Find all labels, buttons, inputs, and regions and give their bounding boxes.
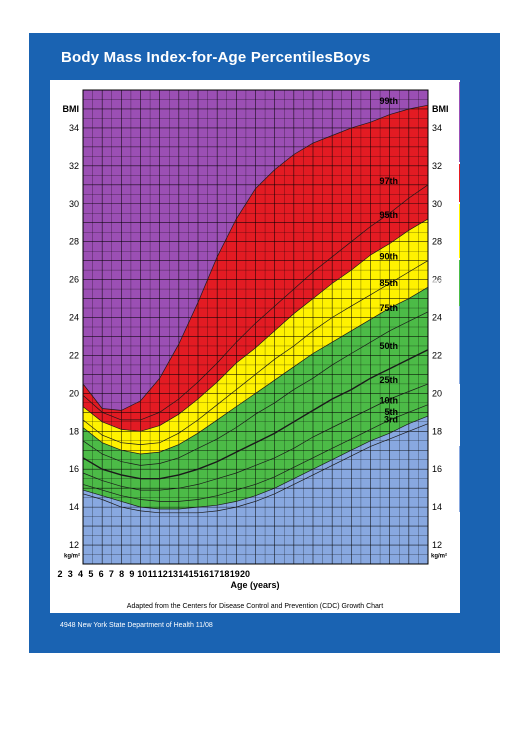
y-tick-label-left: 20 [69,388,79,398]
percentile-label-right-90th: 8th [432,252,446,262]
y-tick-label-left: 30 [69,199,79,209]
percentile-label-90th: 90th [379,252,398,262]
y-tick-label-left: 26 [69,275,79,285]
legend-extra-swatch [459,446,460,512]
percentile-curve-75th [82,311,429,466]
x-tick-label: 2 [57,569,62,579]
percentile-curve-50th [82,349,429,480]
page-title: Body Mass Index-for-Age PercentilesBoys [61,49,371,66]
percentile-label-5th: 5th [385,407,399,417]
percentile-label-3rd: 3rd [384,415,398,425]
x-tick-label: 19 [230,569,240,579]
y-tick-label-right: 18 [432,426,442,436]
x-tick-label: 10 [137,569,147,579]
y-tick-label-right: 34 [432,123,442,133]
percentile-curve-3rd [82,423,429,514]
percentile-curve-90th [82,260,429,445]
percentile-curve-10th [82,404,429,502]
x-tick-label: 16 [199,569,209,579]
y-tick-label-right: 30 [432,199,442,209]
y-tick-label-left: 16 [69,464,79,474]
y-tick-label-right: 12 [432,540,442,550]
legend-swatch-obese [459,164,460,202]
y-tick-label-right: 28 [432,237,442,247]
x-tick-label: 5 [88,569,93,579]
y-tick-label-left: 14 [69,502,79,512]
x-tick-label: 8 [119,569,124,579]
x-tick-label: 6 [99,569,104,579]
percentile-curve-95th [82,218,429,432]
x-tick-label: 14 [178,569,188,579]
percentile-label-10th: 10th [379,396,398,406]
legend-swatch-overweight [459,204,460,258]
y-tick-label-left: 18 [69,426,79,436]
x-tick-label: 9 [129,569,134,579]
percentile-label-right-85th: 5th [432,278,446,288]
unit-label-left: kg/m² [64,553,80,560]
percentile-label-right-50th: 0th [432,341,446,351]
y-tick-label-right: 16 [432,464,442,474]
x-tick-label: 3 [68,569,73,579]
percentile-label-85th: 85th [379,278,398,288]
y-axis-title-left: BMI [63,104,80,114]
percentile-label-right-25th: 5th [432,375,446,385]
x-tick-label: 13 [168,569,178,579]
x-tick-label: 11 [148,569,158,579]
legend-swatch-severely-obese [459,82,460,162]
y-tick-label-left: 32 [69,161,79,171]
x-tick-label: 20 [240,569,250,579]
x-tick-label: 4 [78,569,83,579]
y-tick-label-right: 26 [432,275,442,285]
percentile-curve-99th [82,104,429,411]
y-tick-label-left: 24 [69,313,79,323]
x-tick-label: 18 [219,569,229,579]
percentile-curve-97th [82,184,429,421]
percentile-curve-5th [82,415,429,510]
y-tick-label-left: 28 [69,237,79,247]
percentile-label-75th: 75th [379,303,398,313]
y-tick-label-left: 12 [69,540,79,550]
y-tick-label-right: 32 [432,161,442,171]
x-tick-label: 17 [209,569,219,579]
x-axis-title: Age (years) [230,580,279,590]
percentile-label-25th: 25th [379,375,398,385]
y-tick-label-right: 14 [432,502,442,512]
legend-swatch-healthy-weight [459,260,460,306]
chart-paper: 12 12 14 14 16 16 18 18 20 20 22 22 24 24 26 26 28 28 30 30… [50,80,460,613]
y-tick-label-right: 20 [432,388,442,398]
y-tick-label-right: 22 [432,350,442,360]
footer-credit: 4948 New York State Department of Health… [60,622,213,629]
percentile-curve-85th [82,286,429,455]
percentile-label-right-3rd: 3th [432,415,446,425]
x-tick-label: 12 [158,569,168,579]
y-tick-label-right: 24 [432,313,442,323]
percentile-curve-25th [82,383,429,491]
percentile-label-50th: 50th [379,341,398,351]
percentile-label-99th: 99th [379,96,398,106]
x-tick-label: 15 [189,569,199,579]
percentile-label-97th: 97th [379,176,398,186]
x-tick-label: 7 [109,569,114,579]
source-note: Adapted from the Centers for Disease Con… [127,603,383,610]
percentile-label-right-5th: 5tth [432,407,449,417]
percentile-label-95th: 95th [379,210,398,220]
y-tick-label-left: 22 [69,350,79,360]
y-tick-label-left: 34 [69,123,79,133]
plot-border [82,89,429,565]
unit-label-right: kg/m² [431,553,447,560]
legend-swatch-underweight [459,306,460,384]
y-axis-title-right: BMI [432,104,449,114]
